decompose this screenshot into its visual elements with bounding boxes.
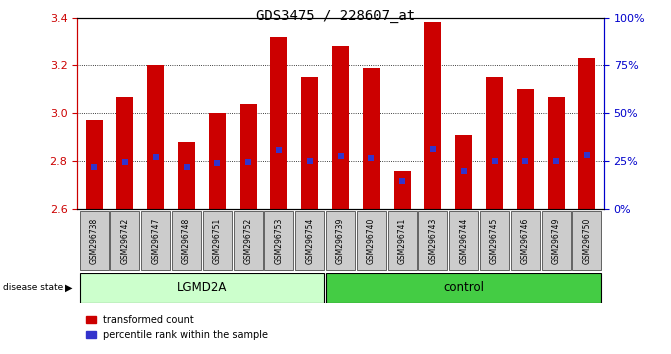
Text: GSM296752: GSM296752: [244, 218, 252, 264]
Text: GDS3475 / 228607_at: GDS3475 / 228607_at: [256, 9, 415, 23]
FancyBboxPatch shape: [572, 211, 601, 270]
Text: GSM296748: GSM296748: [182, 218, 191, 264]
Bar: [517, 89, 534, 209]
Bar: [209, 113, 225, 209]
Legend: transformed count, percentile rank within the sample: transformed count, percentile rank withi…: [82, 311, 272, 344]
FancyBboxPatch shape: [111, 211, 140, 270]
FancyBboxPatch shape: [234, 211, 262, 270]
Text: GSM296740: GSM296740: [367, 217, 376, 264]
Text: GSM296744: GSM296744: [459, 217, 468, 264]
Bar: [425, 23, 442, 209]
FancyBboxPatch shape: [172, 211, 201, 270]
Text: control: control: [444, 281, 484, 294]
Text: GSM296750: GSM296750: [582, 217, 591, 264]
FancyBboxPatch shape: [80, 211, 109, 270]
Text: GSM296741: GSM296741: [398, 218, 407, 264]
FancyBboxPatch shape: [357, 211, 386, 270]
FancyBboxPatch shape: [264, 211, 293, 270]
Text: GSM296754: GSM296754: [305, 217, 314, 264]
Bar: [86, 120, 103, 209]
Text: ▶: ▶: [65, 282, 72, 293]
Text: GSM296745: GSM296745: [490, 217, 499, 264]
Bar: [240, 104, 256, 209]
Bar: [456, 135, 472, 209]
Bar: [117, 97, 134, 209]
FancyBboxPatch shape: [203, 211, 231, 270]
FancyBboxPatch shape: [388, 211, 417, 270]
Text: GSM296746: GSM296746: [521, 217, 530, 264]
Bar: [147, 65, 164, 209]
FancyBboxPatch shape: [450, 211, 478, 270]
Bar: [578, 58, 595, 209]
Bar: [486, 78, 503, 209]
Bar: [332, 46, 349, 209]
FancyBboxPatch shape: [326, 273, 601, 303]
FancyBboxPatch shape: [326, 211, 355, 270]
Text: GSM296742: GSM296742: [120, 218, 130, 264]
Bar: [270, 37, 287, 209]
FancyBboxPatch shape: [295, 211, 324, 270]
Bar: [548, 97, 564, 209]
Text: GSM296753: GSM296753: [274, 217, 283, 264]
FancyBboxPatch shape: [80, 273, 324, 303]
FancyBboxPatch shape: [511, 211, 540, 270]
Text: GSM296747: GSM296747: [151, 217, 160, 264]
Text: GSM296749: GSM296749: [552, 217, 561, 264]
Text: GSM296743: GSM296743: [429, 217, 437, 264]
FancyBboxPatch shape: [541, 211, 570, 270]
Text: disease state: disease state: [3, 283, 64, 292]
Text: GSM296739: GSM296739: [336, 217, 345, 264]
Text: GSM296751: GSM296751: [213, 218, 222, 264]
Text: LGMD2A: LGMD2A: [176, 281, 227, 294]
Text: GSM296738: GSM296738: [90, 218, 99, 264]
Bar: [178, 142, 195, 209]
Bar: [394, 171, 411, 209]
FancyBboxPatch shape: [141, 211, 170, 270]
Bar: [301, 78, 318, 209]
Bar: [363, 68, 380, 209]
FancyBboxPatch shape: [480, 211, 509, 270]
FancyBboxPatch shape: [419, 211, 448, 270]
